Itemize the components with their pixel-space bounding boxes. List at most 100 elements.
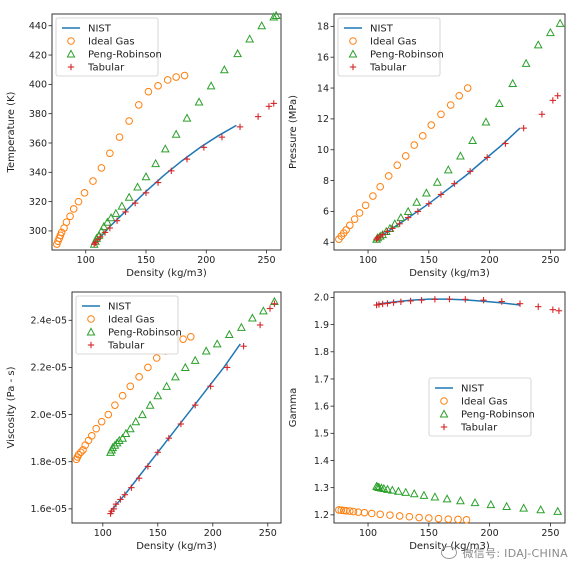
data-point-circle xyxy=(440,397,448,405)
data-point-triangle xyxy=(412,197,422,206)
y-tick-label: 340 xyxy=(29,168,47,179)
y-tick-label: 1.2 xyxy=(314,510,329,521)
data-point-triangle xyxy=(508,78,518,87)
data-point-plus xyxy=(397,298,405,305)
data-point-circle xyxy=(80,189,89,197)
wechat-icon xyxy=(441,546,458,559)
data-point-circle xyxy=(418,132,427,140)
axes-frame xyxy=(333,13,566,251)
axes-frame xyxy=(71,291,282,524)
y-tick-label: 18 xyxy=(317,22,329,33)
series-tabular xyxy=(107,300,278,517)
data-point-circle xyxy=(74,197,83,206)
data-point-circle xyxy=(89,177,97,185)
legend-box xyxy=(55,17,159,77)
data-point-circle xyxy=(350,215,359,223)
data-point-triangle xyxy=(94,230,104,239)
data-point-triangle xyxy=(162,381,172,390)
data-point-plus xyxy=(121,491,128,498)
series-ideal-gas xyxy=(72,332,195,464)
x-tick-label: 200 xyxy=(197,255,215,266)
data-point-triangle xyxy=(206,81,216,90)
data-point-circle xyxy=(115,133,124,141)
y-axis-label: Temperature (K) xyxy=(6,91,17,173)
series-peng-robinson xyxy=(106,296,279,456)
data-point-circle xyxy=(69,205,78,213)
data-point-plus xyxy=(480,296,487,304)
data-point-circle xyxy=(463,84,472,92)
data-point-plus xyxy=(192,401,199,409)
data-point-plus xyxy=(555,307,563,314)
legend-box xyxy=(337,17,441,77)
data-point-triangle xyxy=(118,433,128,442)
data-point-plus xyxy=(384,300,391,307)
data-point-triangle xyxy=(117,201,127,210)
data-point-triangle xyxy=(201,346,211,355)
data-point-circle xyxy=(337,506,346,515)
y-tick-label: 12 xyxy=(317,114,329,125)
data-point-triangle xyxy=(494,98,504,108)
data-point-triangle xyxy=(153,391,163,400)
data-point-plus xyxy=(90,240,98,248)
data-point-plus xyxy=(131,199,139,207)
data-point-circle xyxy=(67,37,75,45)
series-nist xyxy=(93,124,237,245)
data-point-circle xyxy=(154,82,162,90)
y-tick-label: 1.9 xyxy=(314,320,329,331)
chart-panel-3: 100 150 200 250 1.6e-05 1.8e-05 2.0e-05 2.2e-05… xyxy=(6,291,282,552)
data-point-circle xyxy=(187,332,195,341)
legend-label: NIST xyxy=(108,302,132,313)
data-point-triangle xyxy=(66,49,76,58)
data-point-triangle xyxy=(151,158,161,168)
data-point-plus xyxy=(466,168,474,175)
x-tick-label: 200 xyxy=(204,528,222,539)
data-point-triangle xyxy=(401,487,411,496)
data-point-triangle xyxy=(536,505,546,514)
data-point-triangle xyxy=(125,424,135,433)
data-point-circle xyxy=(179,335,187,343)
data-point-plus xyxy=(451,180,458,187)
data-point-plus xyxy=(379,231,386,238)
data-point-circle xyxy=(462,515,471,524)
data-point-plus xyxy=(404,214,412,221)
watermark: 微信号: IDAJ-CHINA xyxy=(441,545,568,561)
data-point-triangle xyxy=(442,494,452,503)
data-point-triangle xyxy=(171,129,181,138)
data-point-triangle xyxy=(114,435,124,445)
data-point-circle xyxy=(361,201,370,210)
data-point-circle xyxy=(180,71,189,80)
y-tick-label: 400 xyxy=(29,80,47,91)
data-point-triangle xyxy=(430,492,440,501)
data-point-triangle xyxy=(233,48,243,58)
data-point-circle xyxy=(444,515,453,523)
data-point-plus xyxy=(389,225,396,232)
axes-frame xyxy=(51,13,282,251)
series-peng-robinson xyxy=(372,481,563,515)
data-point-triangle xyxy=(190,355,200,364)
data-point-circle xyxy=(88,431,96,440)
data-point-plus xyxy=(144,463,152,470)
data-point-triangle xyxy=(470,497,480,507)
data-point-circle xyxy=(144,87,153,96)
x-tick-label: 100 xyxy=(77,255,95,266)
data-point-triangle xyxy=(236,322,246,331)
data-point-plus xyxy=(462,296,469,303)
data-point-triangle xyxy=(219,65,229,74)
data-point-triangle xyxy=(170,372,180,381)
data-point-circle xyxy=(163,76,172,84)
data-point-triangle xyxy=(521,58,531,67)
data-point-circle xyxy=(77,448,85,457)
data-point-triangle xyxy=(269,12,279,21)
y-tick-label: 360 xyxy=(29,138,47,149)
x-axis-label: Density (kg/m3) xyxy=(136,541,217,552)
data-point-triangle xyxy=(396,212,406,222)
data-point-triangle xyxy=(133,182,143,191)
data-point-triangle xyxy=(481,117,491,126)
data-point-circle xyxy=(437,110,445,119)
data-point-triangle xyxy=(121,428,131,437)
legend-label: Peng-Robinson xyxy=(461,410,535,421)
data-point-circle xyxy=(395,512,404,520)
data-point-plus xyxy=(431,296,439,303)
legend-label: Ideal Gas xyxy=(108,315,155,326)
data-point-triangle xyxy=(111,208,121,217)
